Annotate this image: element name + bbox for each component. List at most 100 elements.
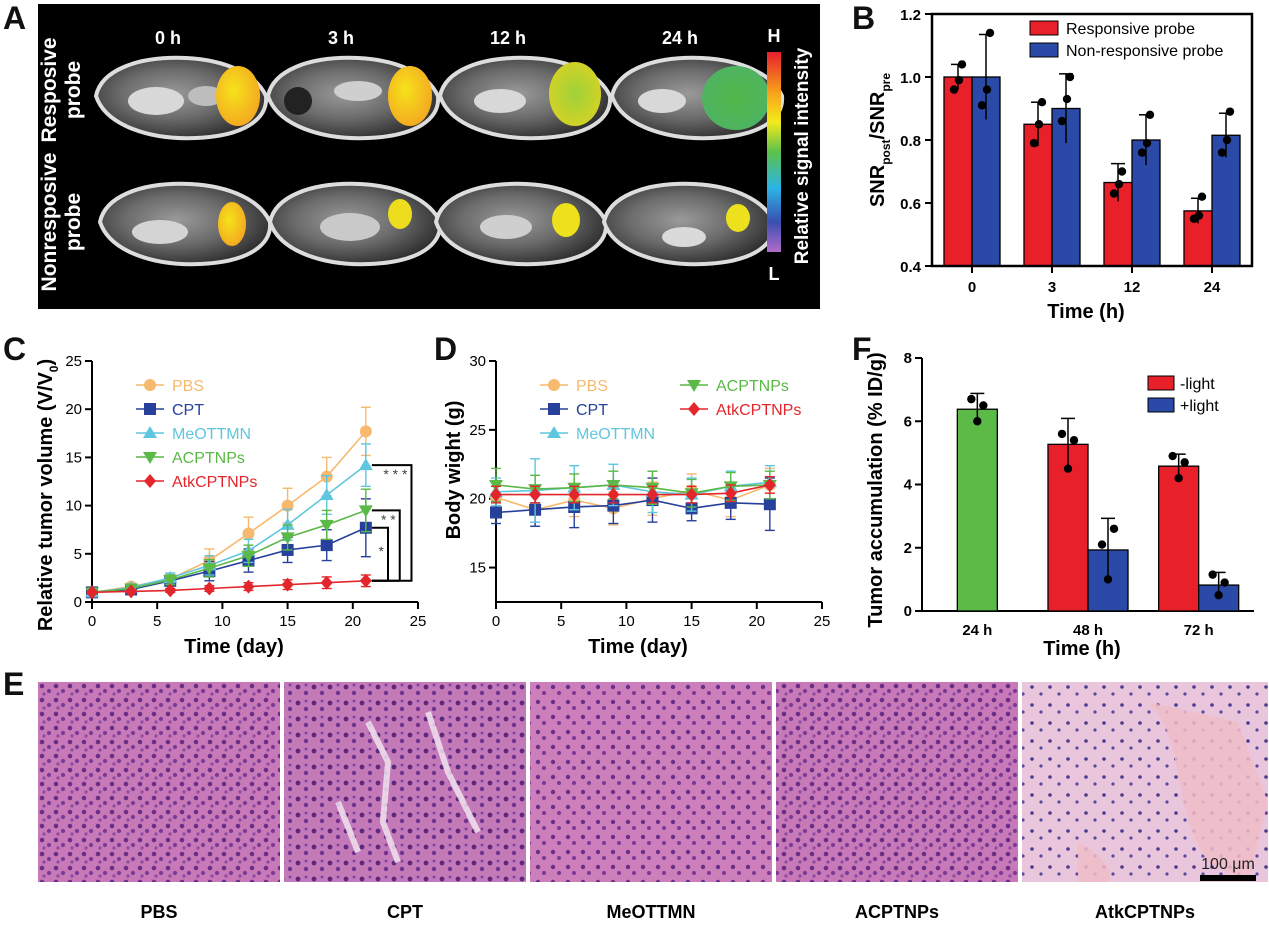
- chart-d-xtick-label: 10: [618, 613, 635, 630]
- chart-b-datapoint: [1109, 189, 1119, 198]
- chart-d-legend-marker: [548, 403, 560, 415]
- chart-b-datapoint: [957, 60, 967, 69]
- chart-c-point: [319, 487, 334, 500]
- chart-c-point: [163, 574, 178, 587]
- panel-letter-d: D: [434, 331, 458, 367]
- chart-c-legend-marker: [144, 474, 156, 488]
- chart-d-series-line: [495, 499, 770, 514]
- chart-c-significance-stars: * *: [381, 511, 396, 527]
- chart-c-series-line: [91, 579, 366, 594]
- chart-f-bar: [956, 408, 998, 612]
- chart-f-datapoint: [1109, 524, 1119, 533]
- chart-f-datapoint: [1063, 464, 1073, 473]
- chart-f-ytick-label: 4: [904, 477, 913, 494]
- chart-c-ytick-label: 25: [65, 353, 82, 370]
- chart-c-legend-marker: [143, 452, 157, 464]
- chart-d-point: [607, 487, 620, 502]
- chart-d-point: [763, 477, 776, 492]
- chart-f-datapoint: [1057, 429, 1067, 439]
- chart-f-ytick-label: 6: [904, 413, 912, 430]
- row-label-nonresponsive-1: Nonresposive: [38, 153, 61, 292]
- chart-b-datapoint: [1222, 135, 1232, 145]
- chart-c-legend-marker: [144, 403, 156, 415]
- chart-c-legend-marker: [143, 426, 157, 438]
- time-label-3h: 3 h: [328, 28, 354, 48]
- chart-c-ytick-label: 5: [74, 546, 82, 563]
- chart-b-bar: [1211, 134, 1241, 267]
- chart-c-significance-bracket: [371, 526, 390, 582]
- chart-b-datapoint: [1117, 167, 1127, 176]
- chart-b-datapoint: [1145, 110, 1155, 120]
- chart-c-legend-marker: [144, 379, 156, 391]
- chart-c-point: [320, 539, 333, 552]
- chart-d-legend-marker: [688, 402, 700, 416]
- colorbar-high: H: [768, 26, 781, 46]
- chart-b-datapoint: [1114, 179, 1124, 189]
- chart-f-datapoint: [967, 394, 976, 404]
- chart-c-xlabel: Time (day): [184, 636, 284, 658]
- chart-b-xtick-label: 3: [1048, 279, 1056, 296]
- histology-label-atkcptnps: AtkCPTNPs: [1095, 902, 1195, 922]
- chart-c-point: [86, 585, 98, 600]
- chart-d-point: [724, 486, 737, 501]
- histology-label-cpt: CPT: [387, 902, 423, 922]
- scale-bar: [1200, 875, 1256, 881]
- mri-row-responsive: [93, 55, 785, 141]
- chart-c-ytick-label: 15: [65, 449, 82, 466]
- chart-f-datapoint: [1208, 570, 1217, 579]
- chart-c-point: [359, 573, 372, 588]
- chart-b-legend-swatch: [1029, 20, 1059, 36]
- chart-f-datapoint: [1220, 578, 1229, 587]
- chart-b-datapoint: [985, 28, 995, 38]
- chart-b-ytick-label: 0.8: [900, 133, 921, 150]
- chart-b-frame: [930, 12, 1254, 268]
- chart-c-ytick-label: 10: [65, 498, 82, 515]
- chart-d-xtick-label: 5: [557, 613, 565, 630]
- panel-letter-a: A: [3, 0, 27, 36]
- chart-b-datapoint: [1194, 211, 1204, 220]
- chart-f-xtick-label: 48 h: [1073, 622, 1103, 639]
- chart-c-legend-label: CPT: [172, 402, 204, 419]
- chart-f-datapoint: [1069, 436, 1079, 445]
- chart-b-xtick-label: 12: [1124, 279, 1141, 296]
- chart-d-legend-label: ACPTNPs: [716, 378, 789, 395]
- row-label-responsive-2: probe: [62, 61, 85, 119]
- chart-d-ytick-label: 20: [469, 491, 486, 508]
- chart-c-point: [358, 505, 373, 518]
- chart-c-legend-label: ACPTNPs: [172, 450, 245, 467]
- chart-c-xtick-label: 15: [279, 613, 296, 630]
- chart-c-point: [358, 458, 373, 471]
- chart-d-point: [763, 498, 776, 511]
- chart-b-xtick-label: 0: [968, 279, 976, 296]
- chart-b-ytick-label: 1.0: [900, 70, 921, 87]
- chart-c-point: [320, 575, 333, 590]
- chart-d-legend-label: PBS: [576, 378, 608, 395]
- chart-f: 0 2 4 6 8 24 h 48 h 72 h -light +light Time (h) T…: [865, 350, 1254, 660]
- row-label-nonresponsive-2: probe: [62, 193, 85, 251]
- scale-bar-label: 100 μm: [1201, 856, 1255, 873]
- chart-c-legend-label: PBS: [172, 378, 204, 395]
- chart-f-datapoint: [1103, 575, 1113, 584]
- chart-f-ylabel: Tumor accumulation (% ID/g): [865, 352, 887, 627]
- chart-f-xlabel: Time (h): [1043, 638, 1120, 660]
- chart-d-xlabel: Time (day): [588, 636, 688, 658]
- chart-f-ytick-label: 8: [904, 350, 912, 367]
- chart-b-ytick-label: 1.2: [900, 7, 921, 24]
- chart-c-xtick-label: 10: [214, 613, 231, 630]
- chart-d-legend-label: MeOTTMN: [576, 426, 655, 443]
- chart-c-legend-label: MeOTTMN: [172, 426, 251, 443]
- chart-c-ytick-label: 0: [74, 594, 82, 611]
- time-label-24h: 24 h: [662, 28, 698, 48]
- chart-b-bar: [943, 76, 973, 267]
- chart-b-datapoint: [1225, 107, 1235, 116]
- chart-d-legend-marker: [687, 380, 701, 392]
- chart-b-legend-label: Responsive probe: [1066, 21, 1195, 38]
- panel-letter-c: C: [3, 331, 27, 367]
- chart-f-datapoint: [1168, 451, 1177, 461]
- histology-label-pbs: PBS: [140, 902, 177, 922]
- chart-f-legend-label: +light: [1180, 398, 1219, 415]
- chart-f-bar: [1158, 465, 1200, 612]
- chart-d-series-line: [496, 484, 771, 496]
- chart-f-datapoint: [1180, 458, 1189, 467]
- panel-a-mri: 0 h 3 h 12 h 24 h Resposive probe Nonres…: [38, 4, 820, 309]
